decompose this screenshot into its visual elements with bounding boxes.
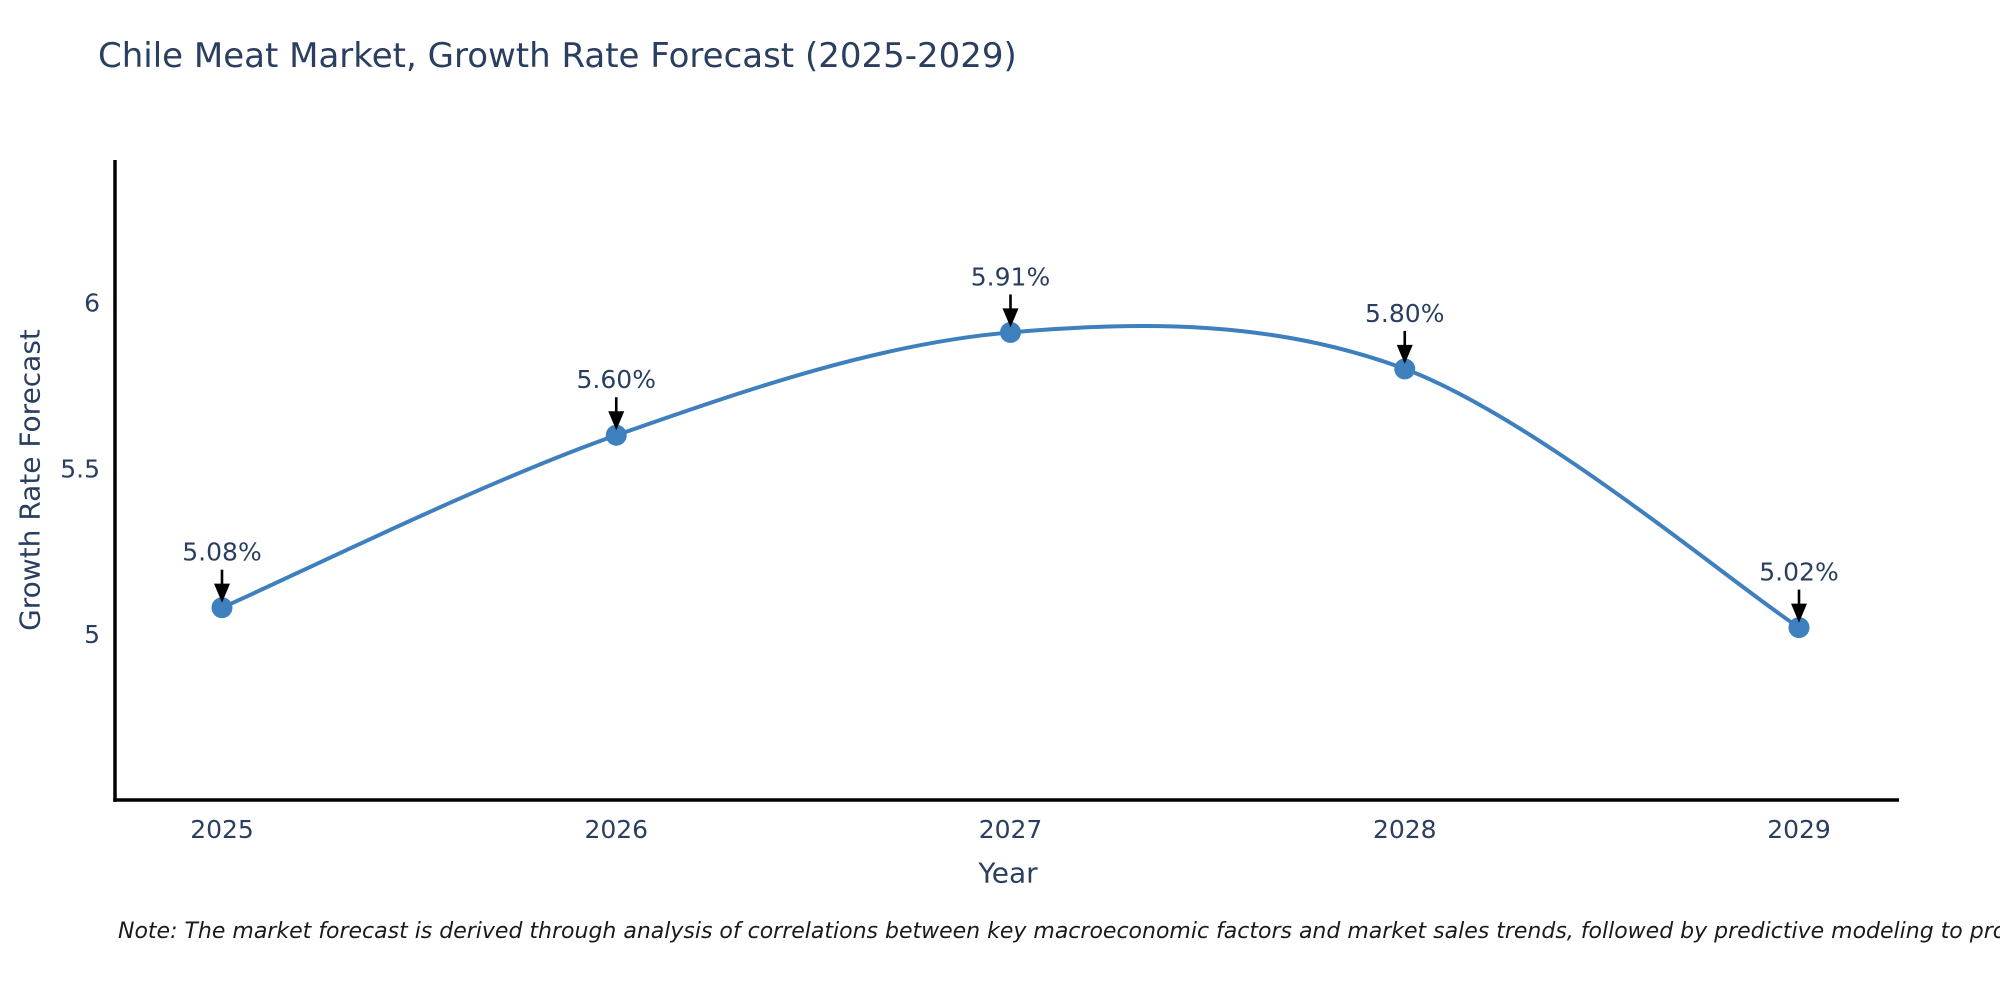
- x-tick-label: 2025: [190, 815, 254, 844]
- data-point-label: 5.08%: [182, 538, 261, 567]
- annotation-arrowhead: [1396, 344, 1413, 364]
- x-tick-label: 2027: [979, 815, 1043, 844]
- y-tick-label: 5: [84, 620, 100, 649]
- data-point-label: 5.60%: [577, 365, 656, 394]
- x-tick-label: 2029: [1767, 815, 1831, 844]
- annotation-arrowhead: [608, 411, 625, 431]
- chart-title: Chile Meat Market, Growth Rate Forecast …: [98, 36, 1017, 76]
- annotation-arrowhead: [1791, 603, 1807, 623]
- annotation-arrowhead: [214, 583, 230, 603]
- data-point-marker: [1000, 321, 1021, 343]
- annotation-arrowhead: [1002, 308, 1019, 328]
- data-point-marker: [211, 597, 233, 619]
- data-point-label: 5.02%: [1759, 558, 1838, 587]
- y-tick-label: 6: [84, 289, 100, 318]
- data-point-marker: [605, 424, 627, 446]
- forecast-line: [220, 324, 1801, 630]
- data-point-marker: [1788, 617, 1810, 639]
- y-tick-label: 5.5: [60, 454, 100, 483]
- data-point-label: 5.91%: [971, 262, 1050, 291]
- data-point-label: 5.80%: [1365, 299, 1444, 328]
- footnote: Note: The market forecast is derived thr…: [118, 919, 2000, 944]
- data-point-marker: [1394, 358, 1416, 380]
- x-tick-label: 2028: [1373, 815, 1437, 844]
- x-tick-label: 2026: [584, 815, 648, 844]
- x-axis-title: Year: [978, 856, 1038, 890]
- y-axis-title: Growth Rate Forecast: [13, 329, 47, 631]
